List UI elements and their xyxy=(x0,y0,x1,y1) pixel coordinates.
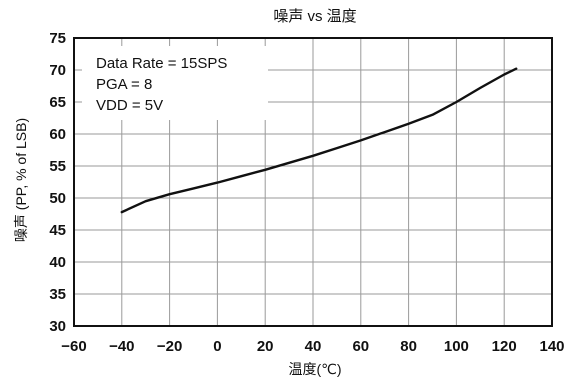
y-tick-label: 55 xyxy=(49,158,66,175)
y-tick-label: 40 xyxy=(49,254,66,271)
x-tick-label: 100 xyxy=(444,338,469,355)
y-tick-label: 45 xyxy=(49,222,66,239)
chart-title: 噪声 vs 温度 xyxy=(273,7,356,25)
y-axis-ticks: 30 35 40 45 50 55 60 65 70 75 xyxy=(49,30,66,335)
annotation-line: PGA = 8 xyxy=(96,76,152,93)
x-tick-label: 40 xyxy=(305,338,322,355)
y-axis-title: 噪声 (PP, % of LSB) xyxy=(13,118,29,242)
y-tick-label: 65 xyxy=(49,94,66,111)
x-axis-title: 温度(℃) xyxy=(288,361,341,377)
y-tick-label: 75 xyxy=(49,30,66,47)
x-tick-label: 120 xyxy=(492,338,517,355)
x-tick-label: 140 xyxy=(539,338,564,355)
y-tick-label: 35 xyxy=(49,286,66,303)
annotation-line: Data Rate = 15SPS xyxy=(96,55,227,72)
y-tick-label: 30 xyxy=(49,318,66,335)
x-tick-label: −60 xyxy=(61,338,86,355)
x-tick-label: −20 xyxy=(157,338,182,355)
annotation-box: Data Rate = 15SPS PGA = 8 VDD = 5V xyxy=(82,46,268,120)
y-tick-label: 60 xyxy=(49,126,66,143)
y-tick-label: 50 xyxy=(49,190,66,207)
y-tick-label: 70 xyxy=(49,62,66,79)
x-tick-label: 80 xyxy=(400,338,417,355)
annotation-line: VDD = 5V xyxy=(96,97,163,114)
x-axis-ticks: −60 −40 −20 0 20 40 60 80 100 120 140 xyxy=(61,338,564,355)
x-tick-label: 0 xyxy=(213,338,221,355)
x-tick-label: 60 xyxy=(352,338,369,355)
x-tick-label: 20 xyxy=(257,338,274,355)
x-tick-label: −40 xyxy=(109,338,134,355)
